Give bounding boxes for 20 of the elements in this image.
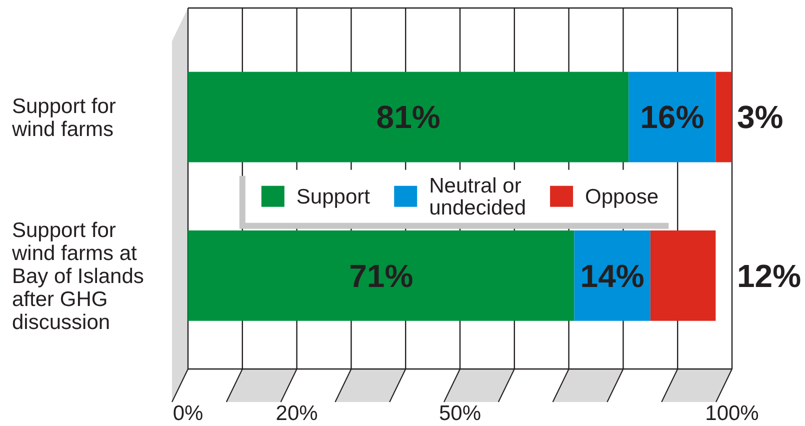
x-tick-label: 50%: [438, 402, 482, 425]
legend-label: Neutral or undecided: [429, 174, 526, 220]
bar: [574, 230, 650, 321]
legend-label: Oppose: [585, 186, 659, 209]
data-label: 14%: [580, 258, 644, 294]
data-label: 12%: [737, 258, 802, 294]
bar: [188, 72, 629, 162]
data-label: 16%: [640, 99, 704, 136]
bar: [628, 72, 716, 162]
data-label: 71%: [349, 258, 414, 294]
x-tick-label: 0%: [172, 402, 204, 425]
x-tick-label: 20%: [276, 402, 318, 425]
bar: [716, 72, 732, 162]
y-tick-label: Support for wind farms at Bay of Islands after GHG discussion: [11, 218, 144, 334]
bar: [650, 230, 716, 321]
data-label: 81%: [376, 99, 440, 136]
x-tick-label: 100%: [705, 402, 759, 425]
y-tick-label: Support for wind farms: [11, 94, 116, 141]
data-label: 3%: [737, 99, 784, 136]
legend-label: Support: [296, 186, 370, 209]
